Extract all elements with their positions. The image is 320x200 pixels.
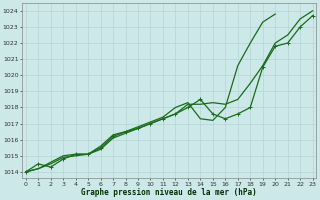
X-axis label: Graphe pression niveau de la mer (hPa): Graphe pression niveau de la mer (hPa) — [81, 188, 257, 197]
